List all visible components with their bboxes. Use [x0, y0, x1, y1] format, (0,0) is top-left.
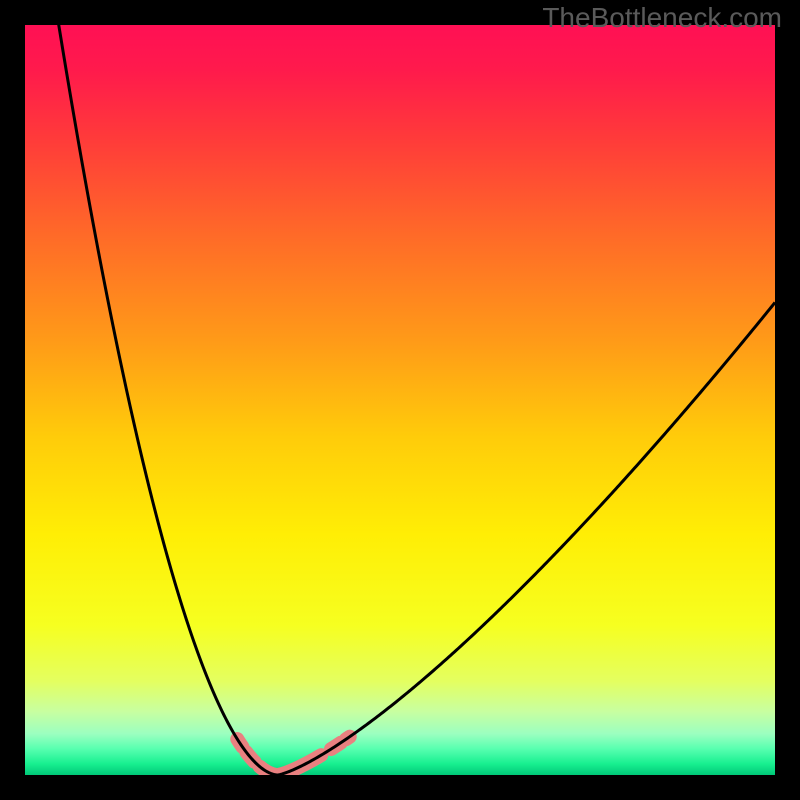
- chart-plot-area: [25, 25, 775, 775]
- chart-canvas: [0, 0, 800, 800]
- watermark-text: TheBottleneck.com: [542, 2, 782, 34]
